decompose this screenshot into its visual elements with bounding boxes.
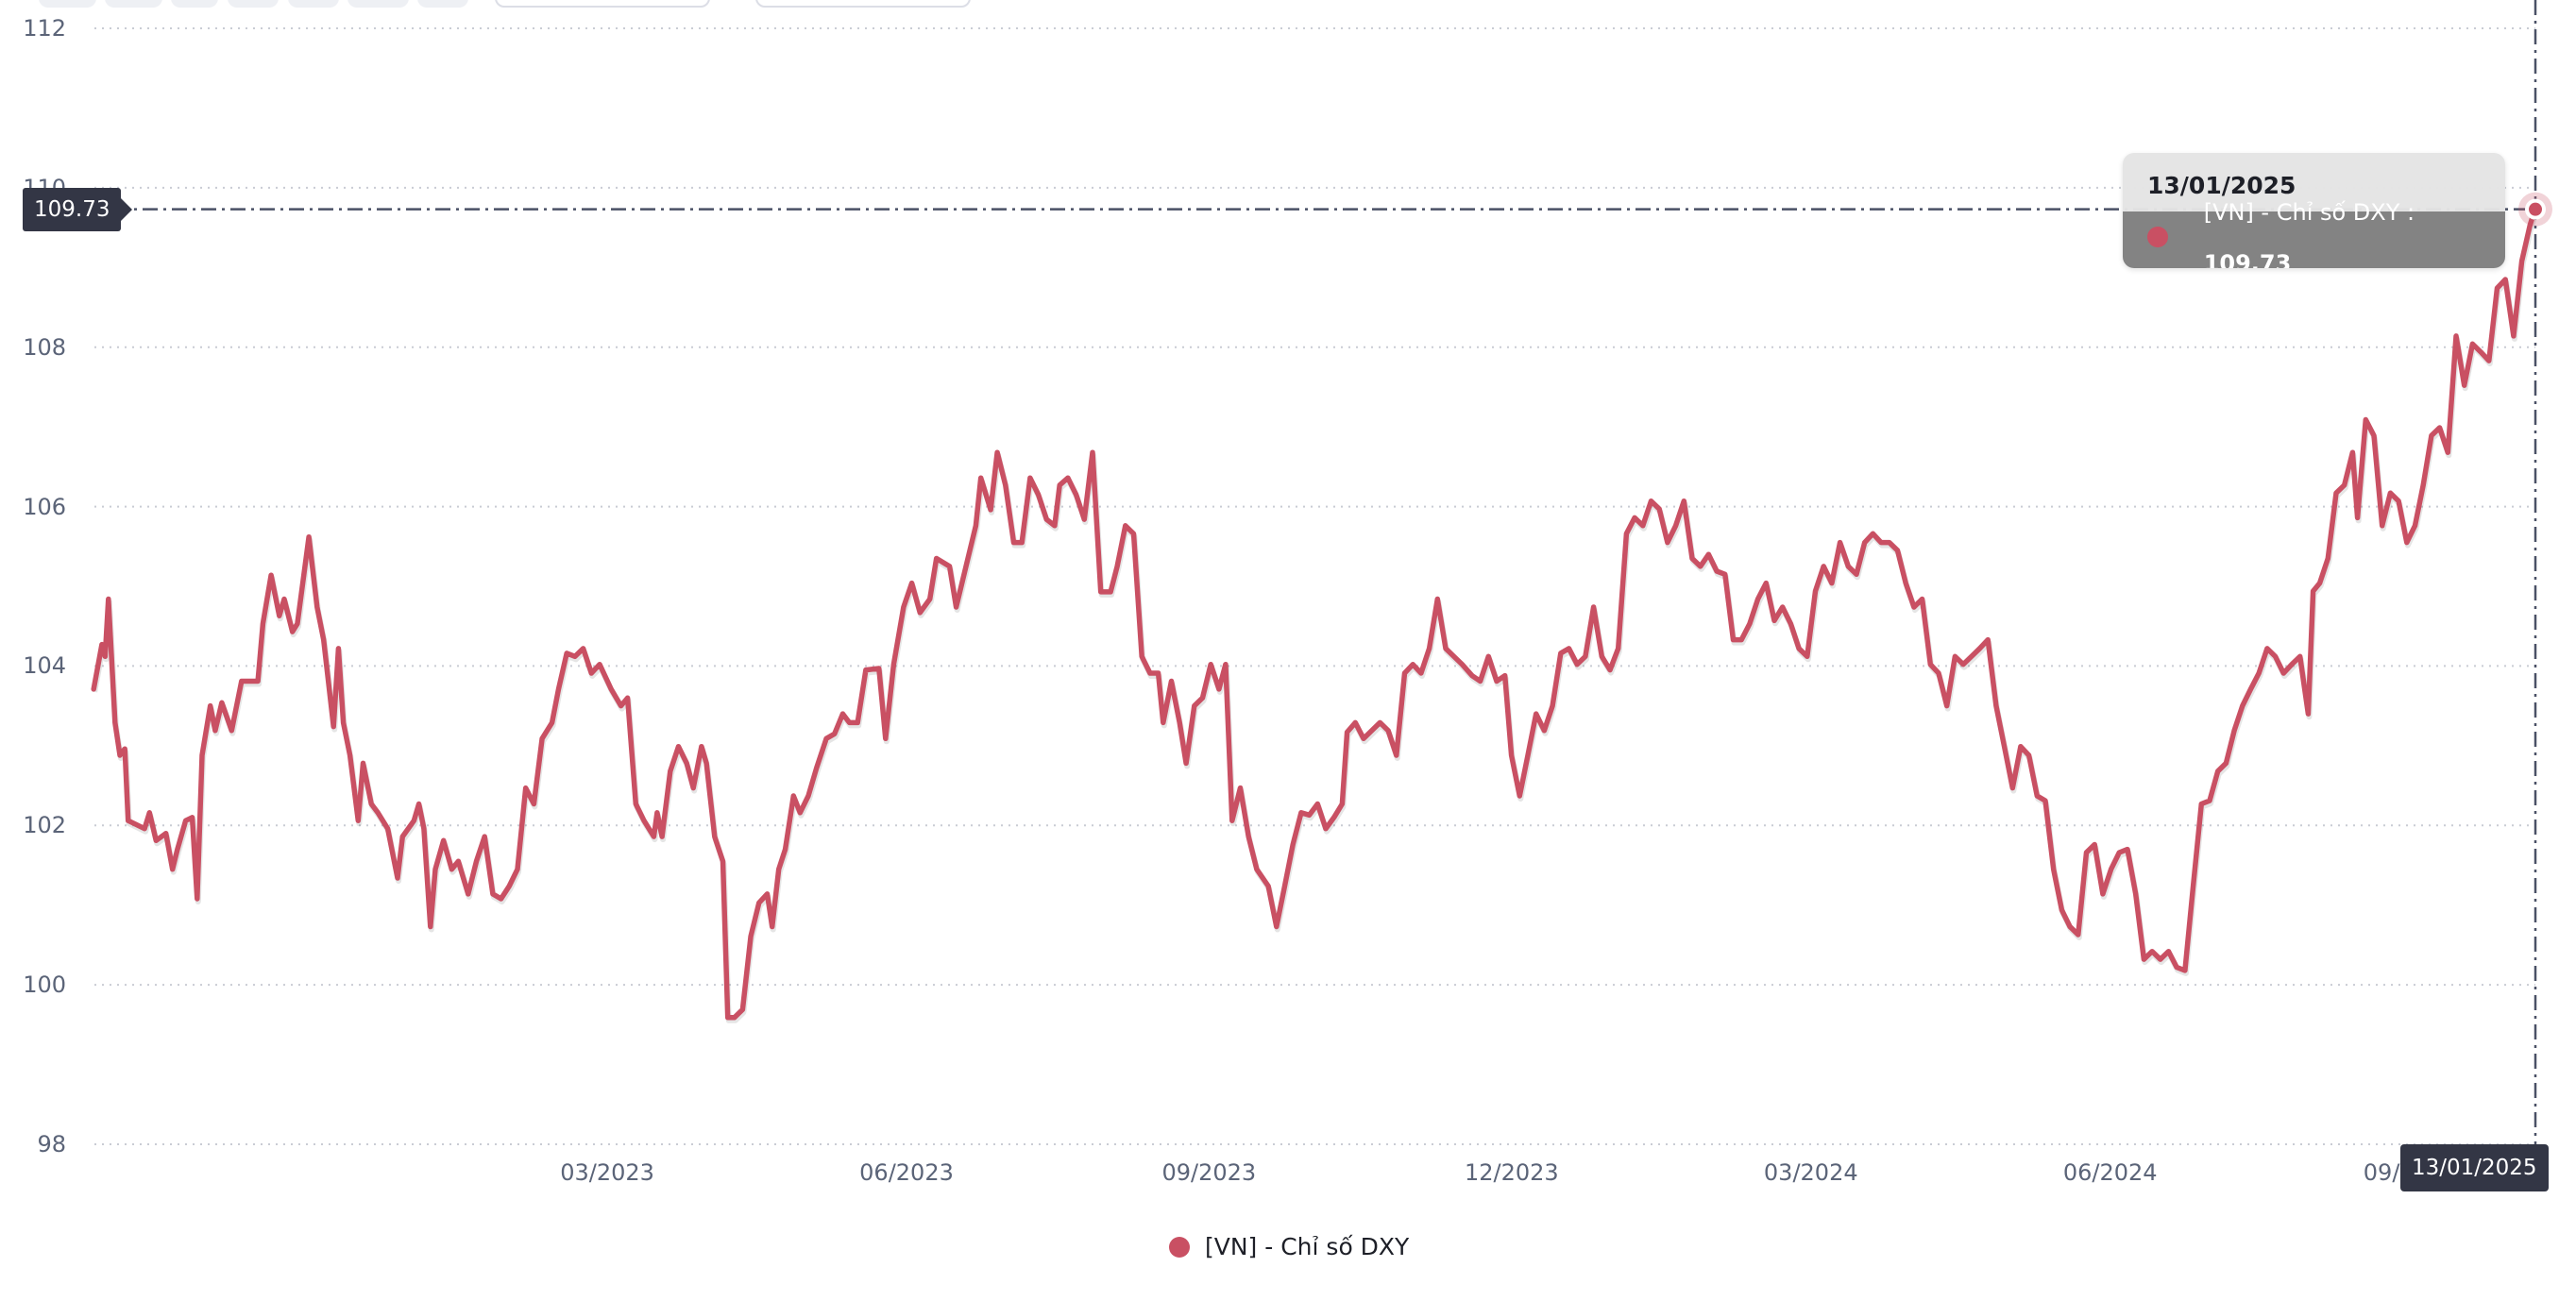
toolbar-button-2[interactable] — [171, 0, 218, 8]
tooltip-date: 13/01/2025 — [2123, 153, 2505, 211]
x-tick-label: 03/2024 — [1763, 1159, 1858, 1186]
series-dot-icon — [2147, 227, 2168, 247]
toolbar-button-6[interactable] — [417, 0, 468, 8]
toolbar-button-0[interactable] — [39, 0, 96, 8]
y-tick-label: 102 — [23, 812, 66, 839]
toolbar — [0, 0, 1039, 9]
toolbar-button-4[interactable] — [288, 0, 339, 8]
x-tick-label: 12/2023 — [1464, 1159, 1559, 1186]
y-tick-label: 104 — [23, 652, 66, 680]
tooltip-series-label: [VN] - Chỉ số DXY : — [2203, 199, 2415, 226]
toolbar-button-1[interactable] — [105, 0, 162, 8]
legend-dot-icon — [1169, 1236, 1190, 1258]
toolbar-button-5[interactable] — [347, 0, 409, 8]
y-tick-label: 112 — [23, 15, 66, 42]
legend: [VN] - Chỉ số DXY — [1169, 1233, 1409, 1260]
crosshair-y-value-label: 109.73 — [23, 188, 134, 231]
toolbar-button-3[interactable] — [228, 0, 279, 8]
tooltip: 13/01/2025 [VN] - Chỉ số DXY : 109.73 — [2123, 153, 2505, 268]
y-tick-label: 98 — [37, 1131, 66, 1157]
x-tick-label: 06/2024 — [2062, 1159, 2158, 1186]
x-tick-label: 09/2023 — [1161, 1159, 1257, 1186]
y-tick-label: 100 — [23, 972, 66, 999]
y-tick-label: 108 — [23, 333, 66, 361]
crosshair-x-date-label: 13/01/2025 — [2400, 1144, 2549, 1191]
hover-point[interactable] — [2529, 202, 2542, 216]
y-tick-label: 106 — [23, 493, 66, 520]
tooltip-value: 109.73 — [2203, 250, 2292, 268]
x-tick-label: 03/2023 — [560, 1159, 654, 1186]
x-tick-label: 06/2023 — [859, 1159, 954, 1186]
tooltip-row: [VN] - Chỉ số DXY : 109.73 — [2123, 199, 2505, 268]
legend-item-dxy[interactable]: [VN] - Chỉ số DXY — [1205, 1233, 1410, 1260]
series-line-dxy[interactable] — [91, 206, 2538, 1021]
